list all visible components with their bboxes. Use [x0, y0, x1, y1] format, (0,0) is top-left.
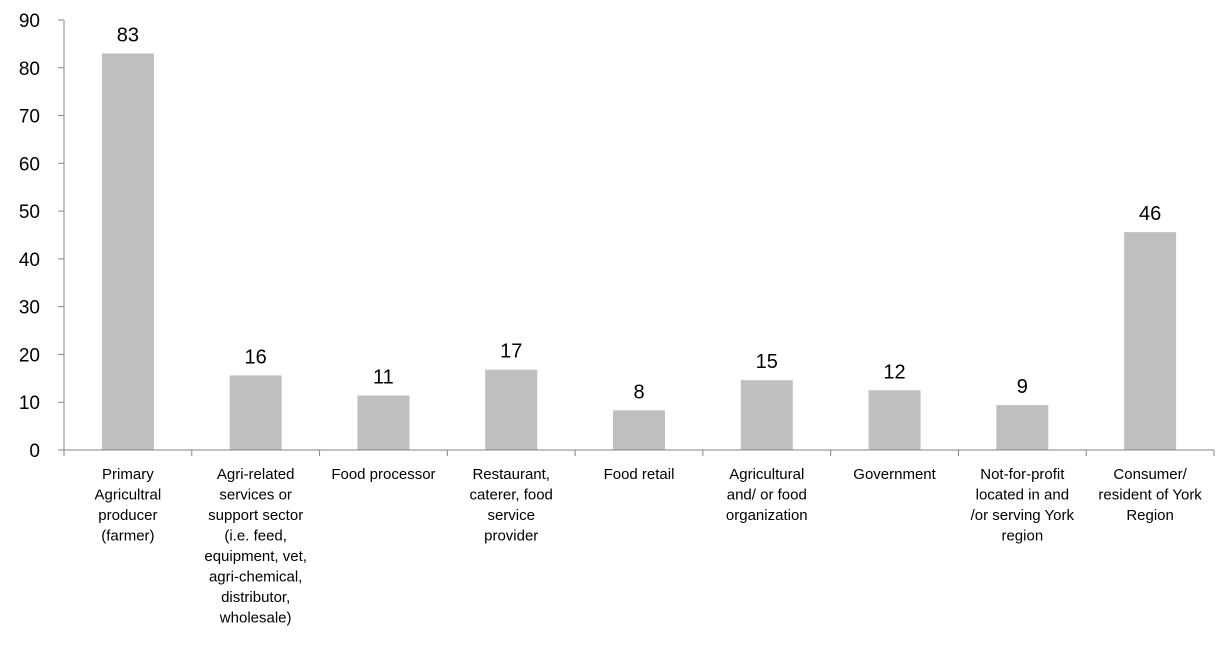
x-category-label-line: (i.e. feed,	[224, 528, 287, 545]
x-category-label-line: Region	[1126, 507, 1174, 524]
data-label: 9	[1017, 376, 1028, 398]
x-category-label-line: organization	[726, 507, 808, 524]
y-tick-label: 10	[19, 393, 40, 414]
data-label: 15	[756, 351, 778, 373]
x-category-label-line: Agricultural	[729, 466, 804, 483]
x-category-label-line: support sector	[208, 507, 303, 524]
y-tick-label: 70	[19, 107, 40, 128]
x-category-label-line: service	[487, 507, 535, 524]
x-axis: Primary Agricultral producer (farmer) Agri-r…	[63, 449, 1215, 627]
y-axis: 0 10 20 30 40 50 60 70 80 90	[19, 11, 65, 462]
bars	[101, 53, 1177, 450]
data-label: 12	[883, 361, 905, 383]
x-category-label-line: producer	[98, 507, 157, 524]
data-labels: 83 16 11 17 8 15 12 9 46	[117, 24, 1161, 403]
x-category-label-line: agri-chemical,	[209, 569, 302, 586]
bar	[101, 53, 154, 450]
bar	[613, 410, 665, 450]
x-category-label: Agri-related services or support sector (i.…	[204, 466, 307, 627]
data-label: 8	[633, 381, 644, 403]
bar	[996, 405, 1049, 450]
x-category-label-line: Not-for-profit	[980, 466, 1065, 483]
x-category-label: Consumer/resident of York Region	[1098, 466, 1202, 524]
x-category-label: Primary Agricultral producer (farmer)	[95, 466, 162, 545]
x-category-label-line: Agri-related	[217, 466, 295, 483]
x-category-label-line: Food retail	[604, 466, 675, 483]
x-category-label: Agricultural and/ or food organization	[726, 466, 808, 524]
y-tick-label: 40	[19, 250, 40, 271]
data-label: 17	[500, 341, 522, 363]
x-category-label-line: wholesale)	[219, 610, 292, 627]
x-category-label-line: distributor,	[221, 589, 290, 606]
bar	[485, 369, 538, 450]
data-label: 83	[117, 24, 139, 46]
x-category-label-line: provider	[484, 528, 538, 545]
y-tick-label: 80	[19, 59, 40, 80]
y-tick-label: 60	[19, 154, 40, 175]
y-tick-label: 50	[19, 202, 40, 223]
x-category-label-line: Restaurant,	[472, 466, 550, 483]
y-tick-label: 90	[19, 11, 40, 32]
x-category-label-line: Primary	[102, 466, 154, 483]
bar	[868, 390, 921, 450]
x-category-label-line: caterer, food	[470, 487, 553, 504]
bar	[357, 395, 410, 450]
y-tick-label: 20	[19, 345, 40, 366]
x-category-label: Food processor	[331, 466, 435, 483]
x-category-label-line: /or serving York	[971, 507, 1075, 524]
x-category-label-line: and/ or food	[727, 487, 807, 504]
x-category-label-line: (farmer)	[101, 528, 154, 545]
bar	[1124, 232, 1177, 450]
x-category-label: Government	[853, 466, 936, 483]
x-category-label-line: Agricultral	[95, 487, 162, 504]
bar	[229, 375, 282, 450]
x-category-label: Food retail	[604, 466, 675, 483]
x-category-label-line: Government	[853, 466, 936, 483]
bar	[740, 380, 793, 450]
y-tick-label: 0	[29, 441, 40, 462]
x-category-label-line: located in and	[976, 487, 1069, 504]
x-category-label-line: equipment, vet,	[204, 548, 307, 565]
data-label: 46	[1139, 203, 1161, 225]
y-tick-label: 30	[19, 298, 40, 319]
x-category-label-line: services or	[219, 487, 292, 504]
x-category-label: Restaurant, caterer, food service provider	[470, 466, 553, 545]
x-category-label-line: resident of York	[1098, 487, 1202, 504]
data-label: 16	[245, 346, 267, 368]
data-label: 11	[373, 367, 394, 389]
x-category-label: Not-for-profit located in and/or serving …	[971, 466, 1075, 545]
x-category-label-line: region	[1001, 528, 1043, 545]
x-category-label-line: Food processor	[331, 466, 435, 483]
x-category-label-line: Consumer/	[1113, 466, 1187, 483]
